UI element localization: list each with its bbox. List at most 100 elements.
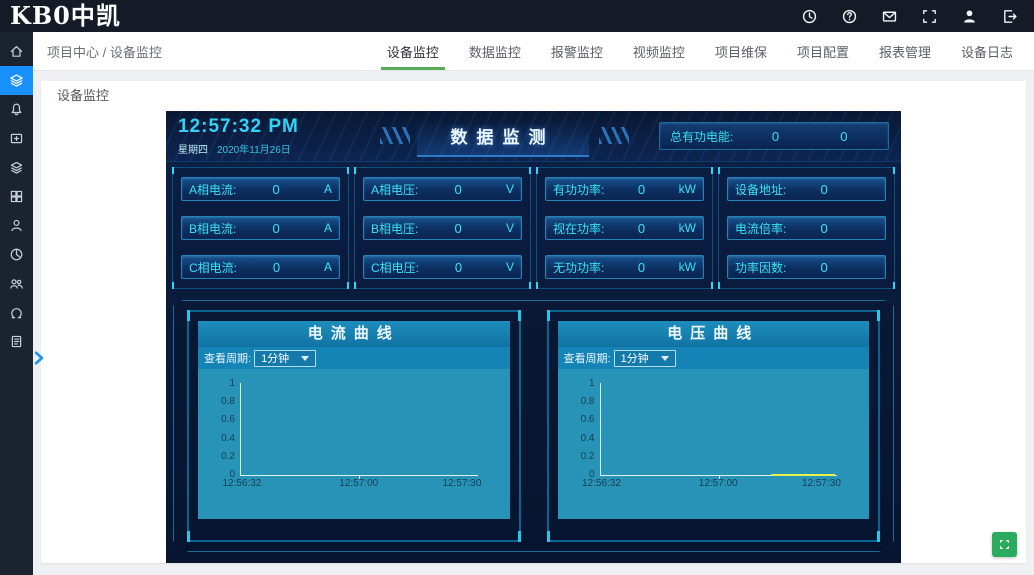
period-selected-value: 1分钟: [620, 353, 649, 365]
logout-icon[interactable]: [1001, 8, 1018, 25]
expand-arrows-icon: [1000, 540, 1009, 549]
y-tick: 0.8: [221, 396, 235, 408]
tab-report-manage[interactable]: 报表管理: [878, 44, 931, 60]
y-tick: 1: [588, 378, 595, 389]
sidebar-expand-chevron-icon[interactable]: [33, 351, 45, 365]
voltage-curve-controls: 查看周期: 1分钟: [558, 347, 870, 369]
period-label: 查看周期:: [204, 353, 252, 365]
field-phase-b-voltage: B相电压: 0 V: [363, 216, 522, 240]
device-monitor-card: 设备监控 12:57:32 PM 星期四 2020年11月26日 数据监测 总有功…: [41, 81, 1026, 563]
y-tick: 0: [229, 468, 235, 480]
sidebar-item-user[interactable]: [0, 211, 33, 240]
field-phase-c-voltage: C相电压: 0 V: [363, 255, 522, 279]
current-group: A相电流: 0 A B相电流: 0 A C相电流: 0 A: [172, 167, 349, 289]
dashboard-pie-icon: [10, 248, 23, 261]
current-curve-plot: 1 0.8 0.6 0.4 0.2 0 12:56:32 12:57:00: [198, 369, 510, 519]
field-apparent-power: 视在功率: 0 kW: [545, 216, 704, 240]
field-value: 0: [637, 181, 646, 197]
field-label: 无功功率:: [553, 260, 605, 275]
metric-groups-row: A相电流: 0 A B相电流: 0 A C相电流: 0 A A相电压: 0 V B相电压: 0 V …: [166, 162, 901, 294]
field-label: 视在功率:: [553, 221, 605, 236]
y-tick: 0.6: [580, 414, 595, 426]
tab-data-monitor[interactable]: 数据监控: [468, 44, 521, 60]
current-time: 12:57:32 PM: [178, 116, 299, 137]
sidebar-item-device-monitor[interactable]: [0, 66, 33, 95]
field-value: 0: [820, 181, 828, 197]
sidebar-item-team[interactable]: [0, 269, 33, 298]
tab-device-monitor[interactable]: 设备监控: [372, 32, 454, 70]
sidebar-item-notify[interactable]: [0, 298, 33, 327]
field-phase-c-current: C相电流: 0 A: [181, 255, 340, 279]
charts-section: 电流曲线 查看周期: 1分钟 1 0.8: [173, 300, 894, 552]
dashboard-fullscreen-button[interactable]: [992, 532, 1017, 557]
field-label: C相电压:: [371, 260, 420, 275]
tab-video-monitor[interactable]: 视频监控: [632, 44, 685, 60]
sidebar-item-logs[interactable]: [0, 327, 33, 356]
date-label: 2020年11月26日: [217, 145, 291, 156]
layers-icon: [10, 161, 23, 174]
tab-device-log[interactable]: 设备日志: [960, 44, 1013, 60]
total-energy-value: 0: [840, 128, 848, 144]
field-phase-b-current: B相电流: 0 A: [181, 216, 340, 240]
field-label: 电流倍率:: [735, 221, 787, 236]
current-curve-panel: 电流曲线 查看周期: 1分钟 1 0.8: [187, 310, 521, 542]
sidebar-item-home[interactable]: [0, 37, 33, 66]
top-bar: KB0中凯: [0, 0, 1034, 32]
y-tick: 0.2: [221, 450, 235, 462]
sidebar-item-dashboard[interactable]: [0, 240, 33, 269]
user-icon: [11, 219, 22, 232]
device-group: 设备地址: 0 电流倍率: 0 功率因数: 0: [718, 167, 895, 289]
left-sidebar: [0, 32, 33, 575]
voltage-curve-body: 查看周期: 1分钟 1 0.8 0.6 0.4: [558, 347, 870, 519]
logbook-icon: [11, 335, 22, 348]
field-value: 0: [637, 259, 646, 275]
tab-project-maintenance[interactable]: 项目维保: [714, 44, 767, 60]
tab-project-config[interactable]: 项目配置: [796, 44, 849, 60]
clock-icon[interactable]: [801, 8, 818, 25]
video-channel-icon: [10, 133, 23, 144]
voltage-curve-title: 电压曲线: [558, 321, 870, 347]
total-energy-values: 0 0: [733, 129, 878, 144]
period-select[interactable]: 1分钟: [254, 350, 316, 367]
field-value: 0: [272, 259, 281, 275]
field-unit: kW: [678, 221, 696, 235]
field-value: 0: [454, 259, 463, 275]
y-tick: 0.4: [221, 432, 235, 444]
field-current-ratio: 电流倍率: 0: [727, 216, 886, 240]
field-power-factor: 功率因数: 0: [727, 255, 886, 279]
mail-icon[interactable]: [881, 8, 898, 25]
period-select[interactable]: 1分钟: [614, 350, 676, 367]
y-tick: 0.4: [580, 432, 595, 444]
fullscreen-icon[interactable]: [921, 8, 938, 25]
breadcrumb: 项目中心 / 设备监控: [47, 44, 162, 60]
x-tick: 12:57:30: [442, 478, 482, 489]
user-icon[interactable]: [961, 8, 978, 25]
x-tick: 12:56:32: [222, 478, 262, 489]
topbar-icon-group: [801, 8, 1034, 25]
tab-alarm-monitor[interactable]: 报警监控: [550, 44, 603, 60]
y-tick: 0: [588, 468, 595, 480]
dashboard-title: 数据监测: [416, 111, 589, 157]
field-label: 有功功率:: [553, 182, 605, 197]
period-selected-value: 1分钟: [261, 353, 290, 365]
sidebar-item-apps[interactable]: [0, 182, 33, 211]
field-unit: kW: [678, 182, 696, 196]
y-tick: 0.6: [221, 414, 235, 426]
alarm-bell-icon: [11, 103, 22, 116]
current-curve-title: 电流曲线: [198, 321, 510, 347]
data-monitor-dashboard: 12:57:32 PM 星期四 2020年11月26日 数据监测 总有功电能: 0…: [166, 111, 901, 563]
sidebar-item-alarm[interactable]: [0, 95, 33, 124]
help-icon[interactable]: [841, 8, 858, 25]
voltage-curve-x-axis-labels: 12:56:32 12:57:00 12:57:30: [600, 478, 838, 492]
home-icon: [10, 46, 23, 57]
field-unit: A: [323, 221, 332, 235]
field-label: 设备地址:: [735, 182, 787, 197]
current-date-row: 星期四 2020年11月26日: [178, 141, 346, 156]
sidebar-item-video[interactable]: [0, 124, 33, 153]
content-area: 设备监控 12:57:32 PM 星期四 2020年11月26日 数据监测 总有功…: [33, 70, 1034, 575]
field-label: 功率因数:: [735, 260, 787, 275]
field-value: 0: [454, 181, 462, 197]
current-curve-x-axis-labels: 12:56:32 12:57:00 12:57:30: [240, 478, 478, 492]
field-label: A相电压:: [371, 182, 419, 197]
sidebar-item-data[interactable]: [0, 153, 33, 182]
